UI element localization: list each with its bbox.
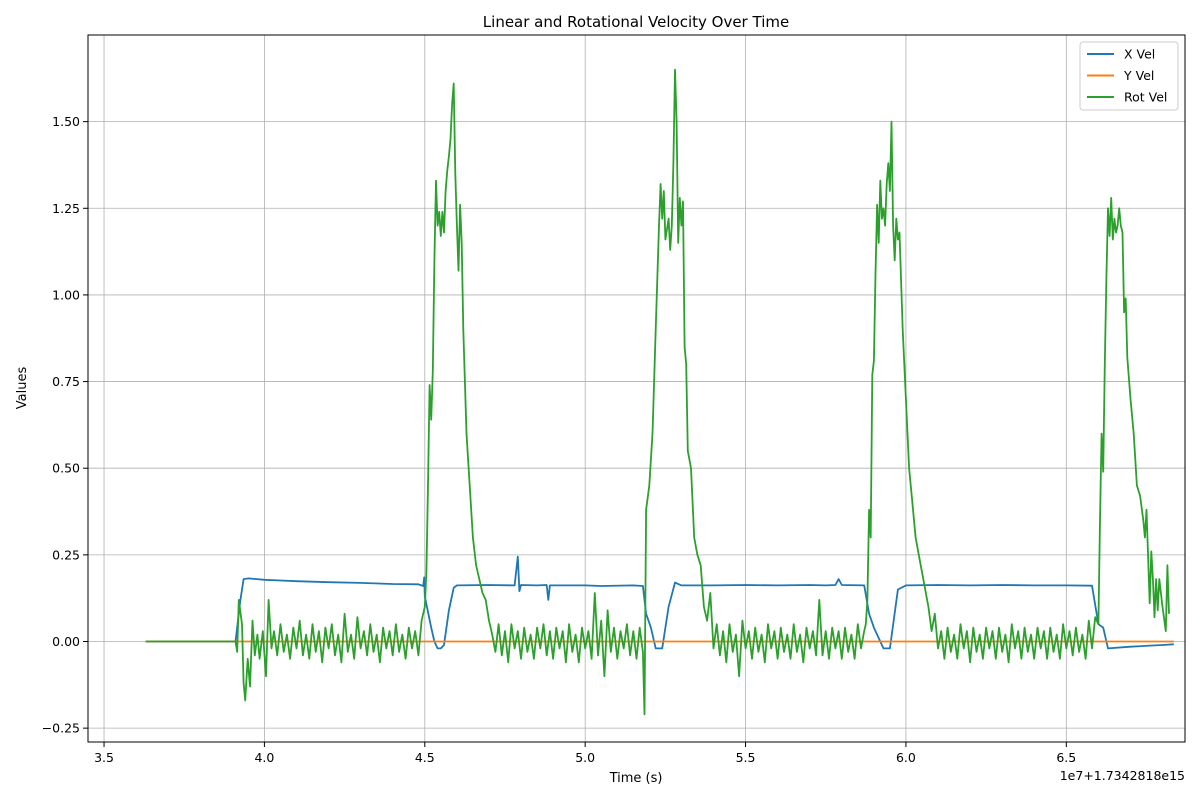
y-axis: −0.25 0.00 0.25 0.50 0.75 1.00 1.25 1.50 — [42, 114, 88, 736]
x-axis-label: Time (s) — [609, 771, 663, 786]
x-tick-label: 5.0 — [575, 750, 595, 765]
legend-box — [1079, 41, 1179, 111]
x-tick-label: 4.0 — [254, 750, 274, 765]
x-tick-label: 6.0 — [896, 750, 916, 765]
y-tick-label: 0.00 — [52, 634, 80, 649]
x-tick-label: 3.5 — [94, 750, 114, 765]
y-tick-label: −0.25 — [42, 721, 80, 736]
x-axis-offset-label: 1e7+1.7342818e15 — [1060, 768, 1185, 783]
x-tick-label: 4.5 — [415, 750, 435, 765]
chart-title: Linear and Rotational Velocity Over Time — [483, 13, 789, 31]
series-line-rot-vel — [145, 68, 1170, 716]
x-tick-label: 5.5 — [736, 750, 756, 765]
y-tick-label: 0.50 — [52, 461, 80, 476]
legend-label-y-vel: Y Vel — [1123, 68, 1154, 83]
y-tick-label: 0.25 — [52, 547, 80, 562]
legend: X Vel Y Vel Rot Vel — [1079, 41, 1179, 111]
y-tick-label: 0.75 — [52, 374, 80, 389]
y-tick-label: 1.25 — [52, 201, 80, 216]
y-tick-label: 1.50 — [52, 114, 80, 129]
y-tick-label: 1.00 — [52, 287, 80, 302]
plot-area — [145, 68, 1174, 716]
series-line-x-vel — [145, 555, 1174, 650]
legend-label-x-vel: X Vel — [1124, 47, 1155, 62]
legend-label-rot-vel: Rot Vel — [1124, 90, 1167, 105]
x-axis: 3.5 4.0 4.5 5.0 5.5 6.0 6.5 — [94, 742, 1076, 765]
plot-frame — [87, 34, 1186, 743]
x-tick-label: 6.5 — [1056, 750, 1076, 765]
y-axis-label: Values — [15, 367, 30, 410]
